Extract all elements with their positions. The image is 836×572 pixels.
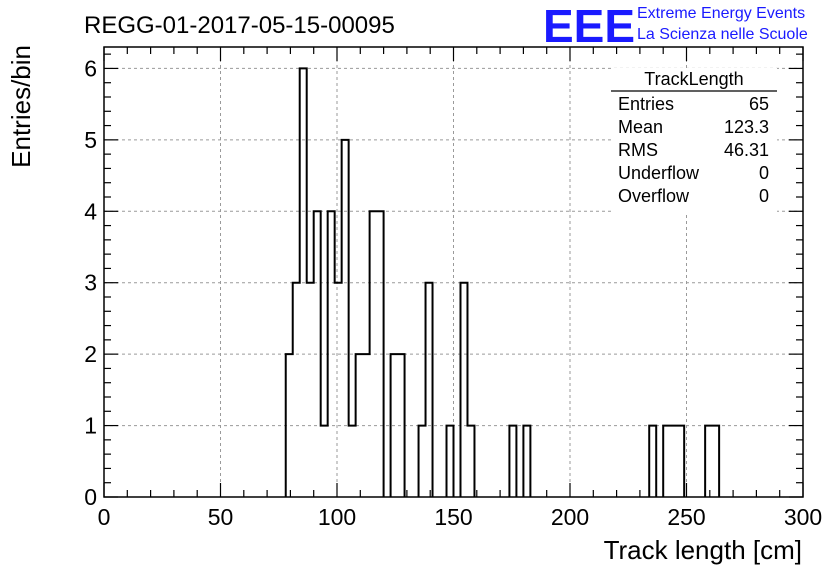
x-tick-labels: 0 50 100 150 200 250 300 xyxy=(98,504,823,530)
x-tick-label: 200 xyxy=(551,504,589,530)
stats-row-value: 123.3 xyxy=(724,117,769,137)
histogram-bin xyxy=(677,426,684,497)
y-tick-label: 0 xyxy=(84,484,97,510)
y-tick-label: 1 xyxy=(84,413,97,439)
y-axis-label: Entries/bin xyxy=(6,45,36,168)
histogram-bin xyxy=(663,426,670,497)
histogram-bin xyxy=(321,426,328,497)
histogram-bin xyxy=(349,426,356,497)
x-tick-label: 150 xyxy=(434,504,472,530)
histogram-bin xyxy=(460,283,467,497)
histogram-bin xyxy=(447,426,454,497)
y-tick-label: 2 xyxy=(84,341,97,367)
histogram-bin xyxy=(419,426,426,497)
stats-box: TrackLength Entries 65 Mean 123.3 RMS 46.31 Un… xyxy=(611,68,777,212)
histogram-bin xyxy=(670,426,677,497)
histogram-bin xyxy=(426,283,433,497)
histogram-bin xyxy=(523,426,530,497)
stats-row-label: Mean xyxy=(618,117,663,137)
histogram-bin xyxy=(509,426,516,497)
x-tick-label: 50 xyxy=(208,504,234,530)
x-axis-label: Track length [cm] xyxy=(604,535,802,565)
stats-box-background xyxy=(611,68,777,212)
stats-row-value: 0 xyxy=(759,163,769,183)
stats-row-label: Entries xyxy=(618,94,674,114)
histogram-bin xyxy=(335,283,342,497)
axis-ticks xyxy=(103,47,804,498)
stats-box-rows: Entries 65 Mean 123.3 RMS 46.31 Underflow 0 Over… xyxy=(618,94,769,206)
y-tick-label: 6 xyxy=(84,55,97,81)
stats-row-label: Overflow xyxy=(618,186,690,206)
histogram-outline xyxy=(284,67,721,497)
histogram-bins xyxy=(284,67,721,497)
y-tick-label: 5 xyxy=(84,127,97,153)
histogram-bin xyxy=(293,283,300,497)
y-tick-label: 3 xyxy=(84,270,97,296)
x-tick-label: 100 xyxy=(318,504,356,530)
chart-title: REGG-01-2017-05-15-00095 xyxy=(84,12,395,39)
histogram-bin xyxy=(712,426,719,497)
logo-line-1: Extreme Energy Events xyxy=(637,5,805,22)
eee-logo: EEE Extreme Energy Events La Scienza nel… xyxy=(543,0,808,52)
y-tick-label: 4 xyxy=(84,198,97,224)
x-tick-label: 300 xyxy=(784,504,822,530)
histogram-bin xyxy=(307,283,314,497)
logo-mark: EEE xyxy=(543,0,635,52)
logo-line-2: La Scienza nelle Scuole xyxy=(637,26,808,43)
histogram-bin xyxy=(342,140,349,497)
stats-row-value: 0 xyxy=(759,186,769,206)
stats-row-label: Underflow xyxy=(618,163,700,183)
histogram-bin xyxy=(705,426,712,497)
stats-row-value: 65 xyxy=(749,94,769,114)
x-tick-label: 0 xyxy=(98,504,111,530)
stats-box-title: TrackLength xyxy=(644,69,743,89)
stats-row-label: RMS xyxy=(618,140,658,160)
y-tick-labels: 0 1 2 3 4 5 6 xyxy=(84,55,97,510)
stats-row-value: 46.31 xyxy=(724,140,769,160)
histogram-bin xyxy=(467,426,474,497)
x-tick-label: 250 xyxy=(667,504,705,530)
histogram-bin xyxy=(649,426,656,497)
